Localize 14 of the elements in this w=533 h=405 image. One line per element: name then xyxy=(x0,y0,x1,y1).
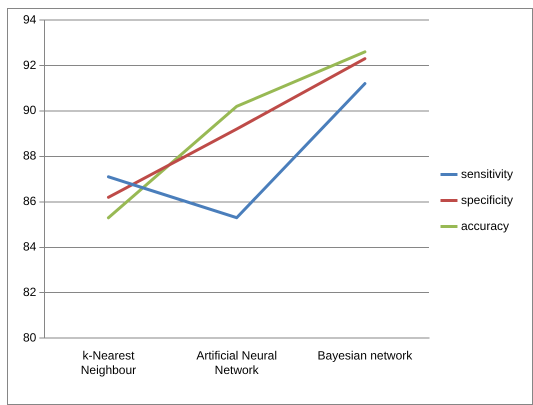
y-tick-label: 92 xyxy=(22,58,37,72)
x-tick-label: Artificial Neural Network xyxy=(196,348,278,378)
y-tick-label: 86 xyxy=(22,194,37,208)
y-tick-label: 94 xyxy=(22,12,37,26)
legend-label: specificity xyxy=(460,192,513,207)
legend-label: accuracy xyxy=(460,218,510,233)
x-tick-label: k-Nearest Neighbour xyxy=(80,348,136,378)
y-tick-label: 90 xyxy=(22,103,37,118)
x-tick-label: Bayesian network xyxy=(318,348,414,363)
legend-label: sensitivity xyxy=(460,166,513,181)
y-tick-label: 80 xyxy=(22,330,37,345)
y-tick-label: 84 xyxy=(22,240,37,254)
y-tick-label: 82 xyxy=(22,285,37,300)
y-tick-label: 88 xyxy=(22,148,37,163)
